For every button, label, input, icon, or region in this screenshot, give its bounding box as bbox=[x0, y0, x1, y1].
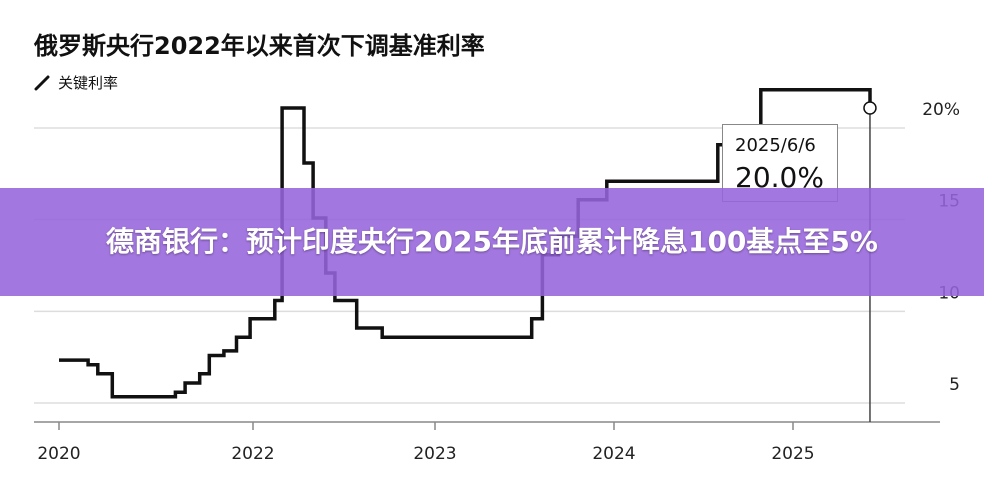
y-tick-label: 20% bbox=[922, 100, 960, 120]
chart-title: 俄罗斯央行2022年以来首次下调基准利率 bbox=[34, 32, 485, 60]
legend-label: 关键利率 bbox=[58, 74, 119, 92]
x-axis: 2020 2022 2023 2024 2025 bbox=[34, 421, 940, 464]
x-tick-label: 2025 bbox=[771, 444, 814, 464]
legend: 关键利率 bbox=[34, 72, 118, 93]
y-tick-label: 5 bbox=[949, 375, 960, 395]
x-tick-label: 2020 bbox=[37, 444, 80, 464]
banner-headline: 德商银行：预计印度央行2025年底前累计降息100基点至5% bbox=[106, 225, 878, 258]
hover-cursor-dot bbox=[863, 101, 877, 115]
news-banner[interactable]: 德商银行：预计印度央行2025年底前累计降息100基点至5% bbox=[0, 188, 984, 296]
line-icon bbox=[34, 75, 50, 90]
x-tick-label: 2022 bbox=[231, 444, 274, 464]
tooltip-date: 2025/6/6 bbox=[735, 135, 816, 156]
x-tick-label: 2024 bbox=[592, 444, 635, 464]
x-tick-label: 2023 bbox=[413, 444, 456, 464]
